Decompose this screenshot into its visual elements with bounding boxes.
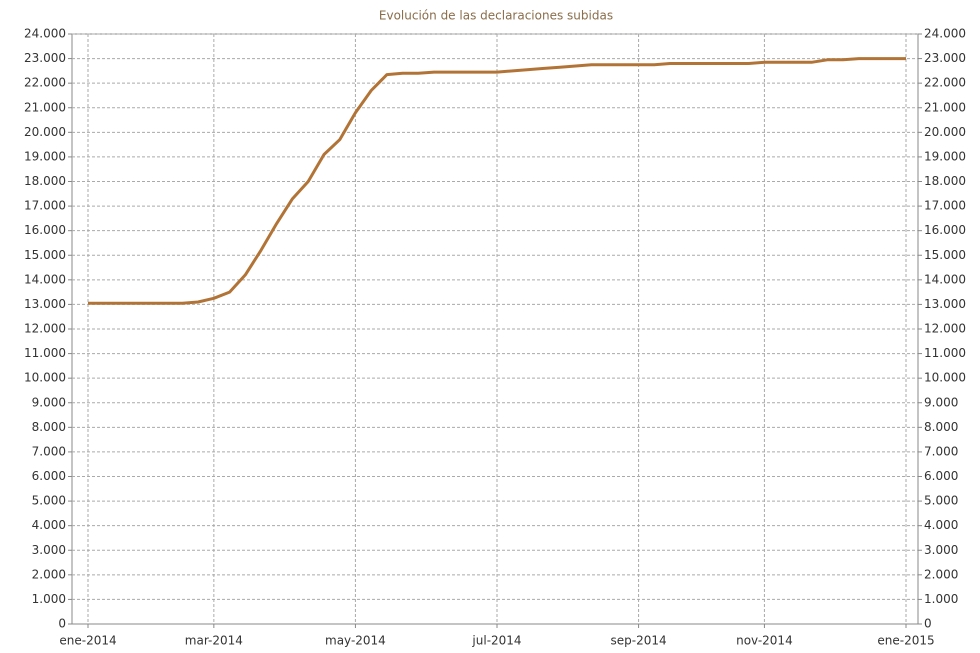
y2-tick-label: 2.000: [924, 567, 958, 581]
y-tick-label: 17.000: [24, 199, 66, 213]
y2-tick-label: 13.000: [924, 297, 966, 311]
y-tick-label: 20.000: [24, 125, 66, 139]
y-tick-label: 24.000: [24, 27, 66, 41]
y2-tick-label: 7.000: [924, 444, 958, 458]
y-tick-label: 5.000: [32, 494, 66, 508]
y2-tick-label: 9.000: [924, 395, 958, 409]
y-tick-label: 9.000: [32, 395, 66, 409]
y2-tick-label: 18.000: [924, 174, 966, 188]
y2-tick-label: 4.000: [924, 518, 958, 532]
y2-tick-label: 19.000: [924, 149, 966, 163]
y-tick-label: 18.000: [24, 174, 66, 188]
y-tick-label: 14.000: [24, 272, 66, 286]
y2-tick-label: 16.000: [924, 223, 966, 237]
y2-tick-label: 5.000: [924, 494, 958, 508]
y-tick-label: 13.000: [24, 297, 66, 311]
y-tick-label: 1.000: [32, 592, 66, 606]
y2-tick-label: 11.000: [924, 346, 966, 360]
y-tick-label: 7.000: [32, 444, 66, 458]
x-tick-label: mar-2014: [185, 634, 243, 648]
x-tick-label: sep-2014: [611, 634, 667, 648]
y-tick-label: 15.000: [24, 248, 66, 262]
y2-tick-label: 15.000: [924, 248, 966, 262]
y2-tick-label: 0: [924, 617, 932, 631]
y2-tick-label: 3.000: [924, 543, 958, 557]
y2-tick-label: 24.000: [924, 27, 966, 41]
y-tick-label: 21.000: [24, 100, 66, 114]
y2-tick-label: 1.000: [924, 592, 958, 606]
x-tick-label: may-2014: [325, 634, 386, 648]
y-tick-label: 10.000: [24, 371, 66, 385]
data-line: [88, 57, 906, 305]
y2-tick-label: 8.000: [924, 420, 958, 434]
x-tick-label: ene-2014: [59, 634, 116, 648]
y2-tick-label: 6.000: [924, 469, 958, 483]
y-tick-label: 16.000: [24, 223, 66, 237]
y-tick-label: 3.000: [32, 543, 66, 557]
y-tick-label: 8.000: [32, 420, 66, 434]
x-tick-label: nov-2014: [736, 634, 793, 648]
y-tick-label: 0: [58, 617, 66, 631]
y-tick-label: 19.000: [24, 149, 66, 163]
y-tick-label: 2.000: [32, 567, 66, 581]
chart-title: Evolución de las declaraciones subidas: [379, 9, 613, 23]
y2-tick-label: 22.000: [924, 76, 966, 90]
x-tick-label: ene-2015: [877, 634, 934, 648]
y-tick-label: 23.000: [24, 51, 66, 65]
y2-tick-label: 23.000: [924, 51, 966, 65]
x-tick-label: jul-2014: [471, 634, 521, 648]
y-tick-label: 4.000: [32, 518, 66, 532]
y-tick-label: 11.000: [24, 346, 66, 360]
y2-tick-label: 12.000: [924, 322, 966, 336]
y2-tick-label: 14.000: [924, 272, 966, 286]
y2-tick-label: 10.000: [924, 371, 966, 385]
y-tick-label: 22.000: [24, 76, 66, 90]
y2-tick-label: 20.000: [924, 125, 966, 139]
y2-tick-label: 17.000: [924, 199, 966, 213]
y2-tick-label: 21.000: [924, 100, 966, 114]
y-tick-label: 12.000: [24, 322, 66, 336]
y-tick-label: 6.000: [32, 469, 66, 483]
